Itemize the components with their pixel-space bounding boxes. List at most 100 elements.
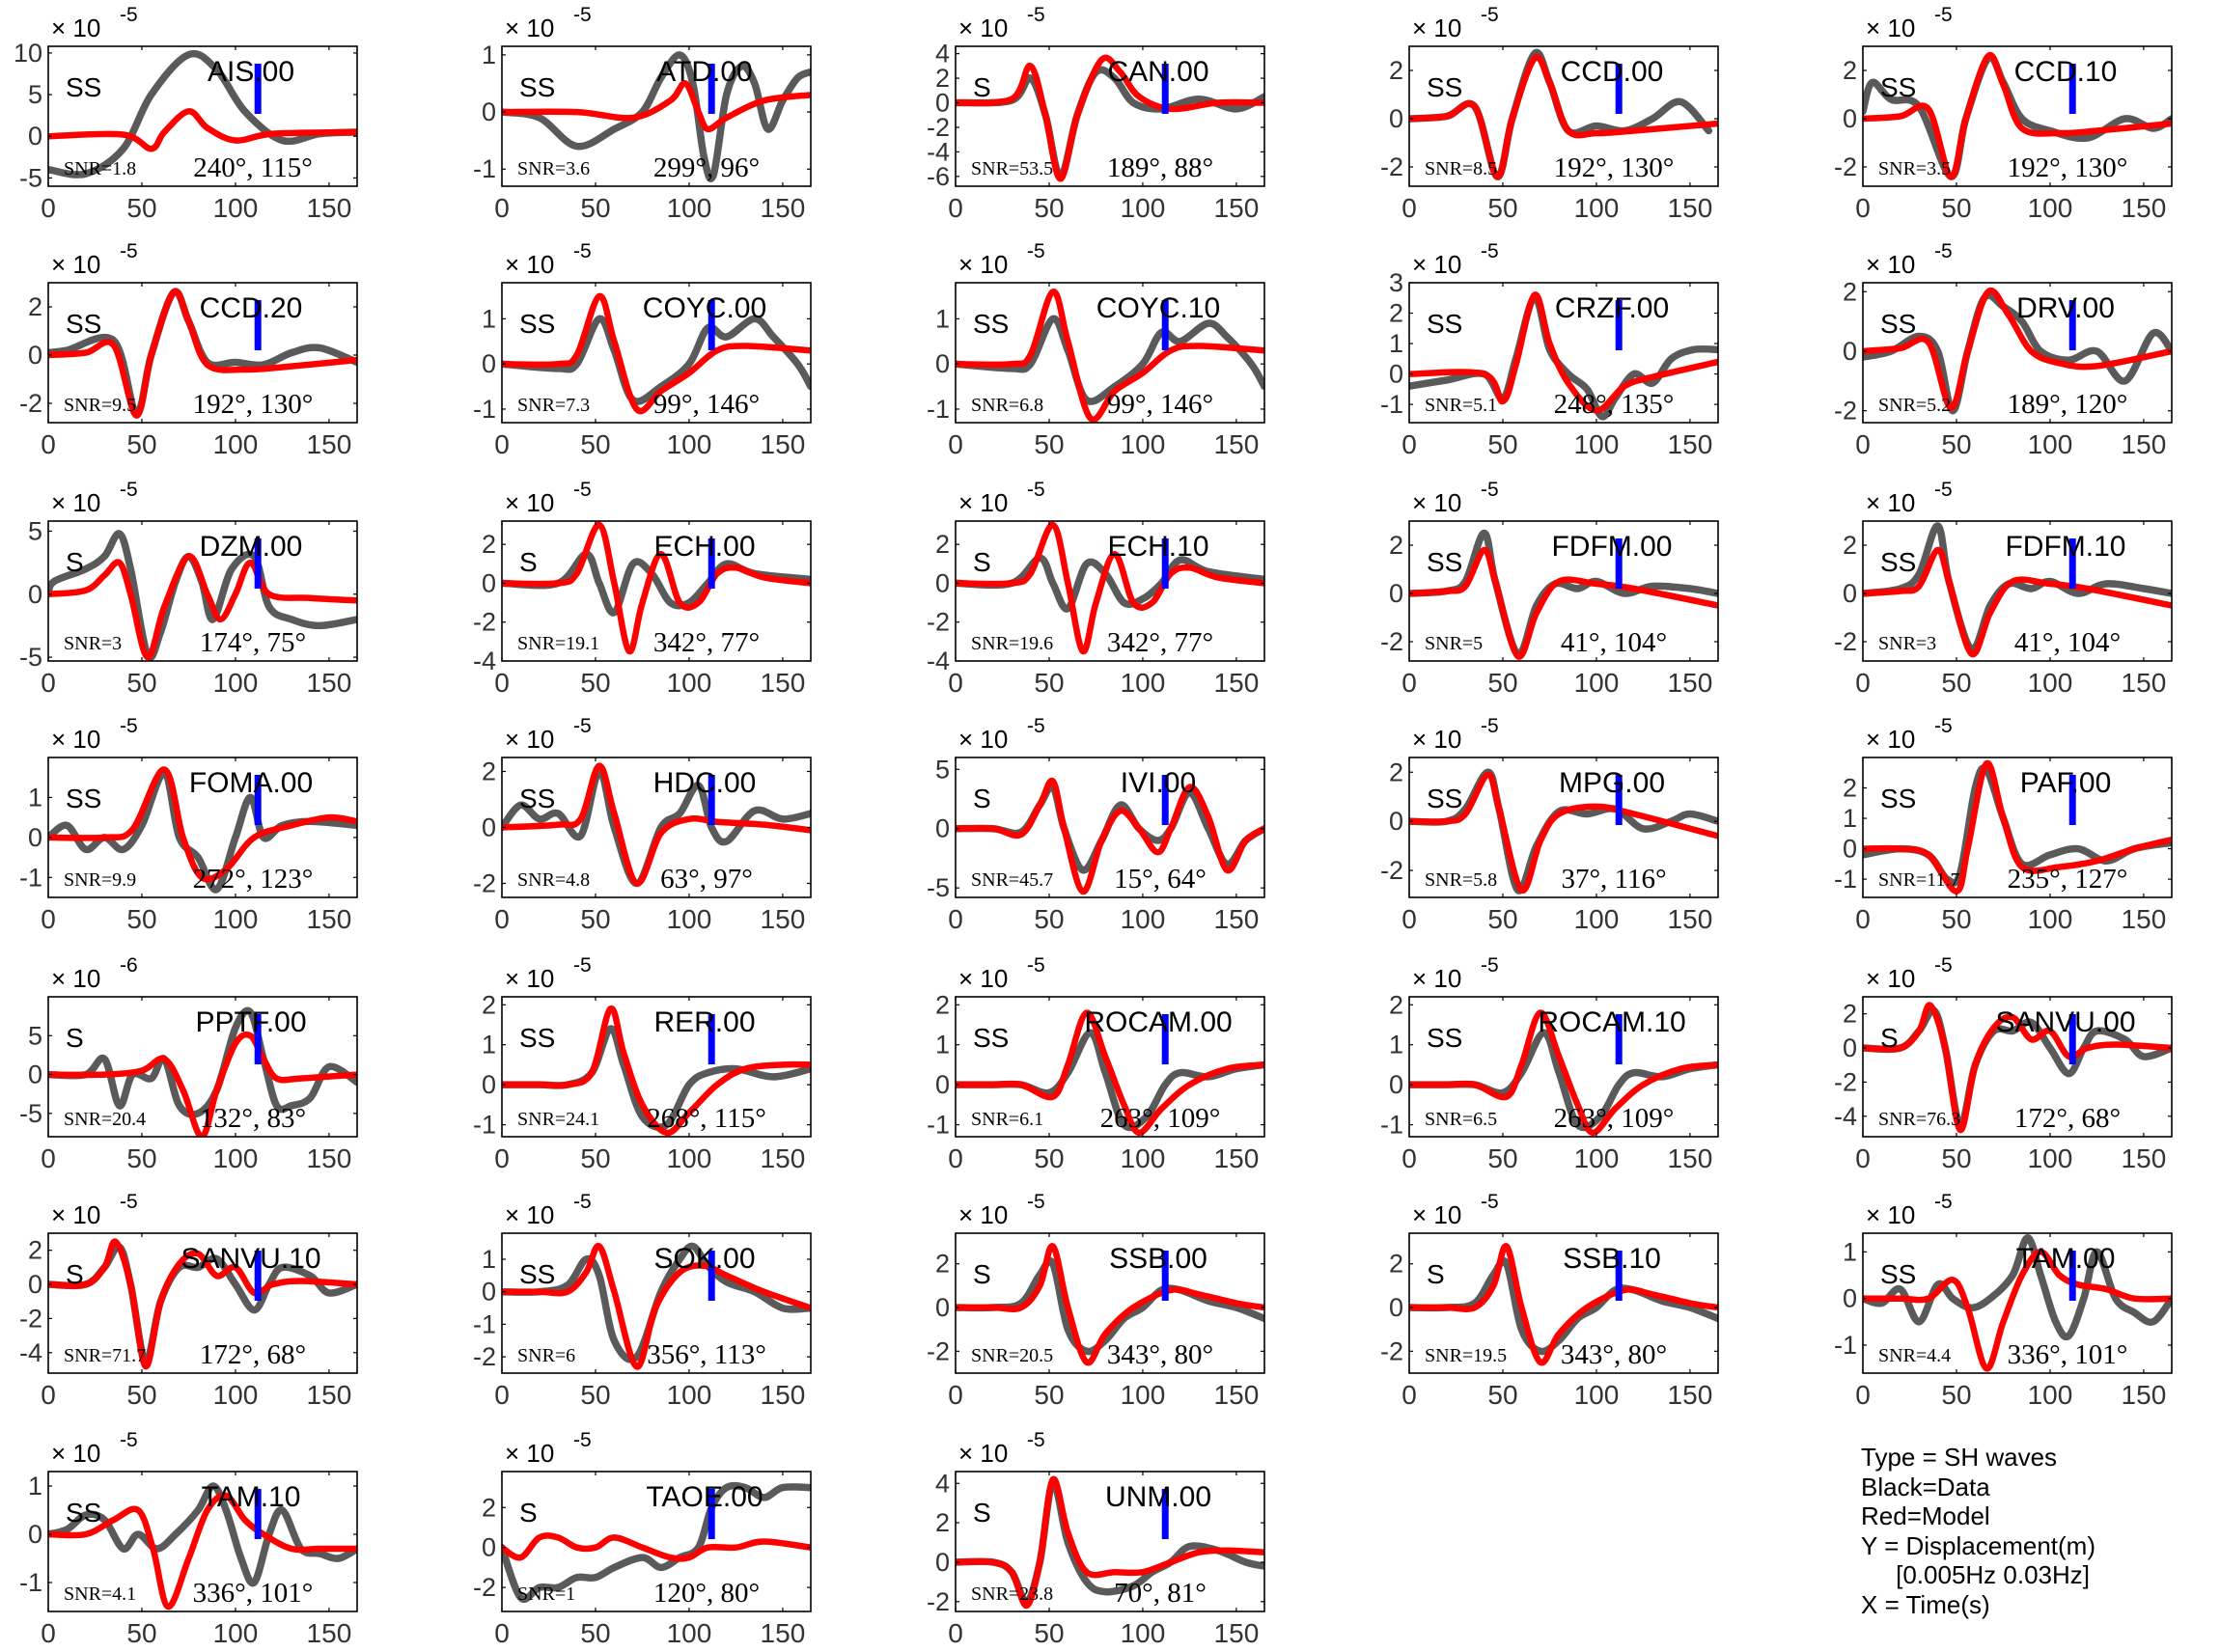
plot-area	[956, 1009, 1264, 1137]
angle-label: 41°, 104°	[1561, 627, 1667, 658]
x-tick-label: 150	[1214, 904, 1260, 934]
station-name: UNM.00	[1105, 1481, 1211, 1513]
exponent-power: -5	[1934, 479, 1953, 501]
station-name: PAF.00	[2020, 767, 2112, 799]
phase-label: S	[66, 547, 84, 577]
station-name: CCD.20	[200, 292, 303, 324]
exponent-label: × 10	[1412, 1200, 1461, 1229]
waveform-panel: 0 50 100 150 -2 0 2 × 10 -5 SS HDC.00 SNR=4.8 63°, 9…	[473, 715, 812, 934]
angle-label: 172°, 68°	[2014, 1103, 2121, 1134]
x-tick-label: 50	[126, 1143, 156, 1173]
x-tick-label: 0	[494, 193, 510, 223]
y-tick-label: 0	[1843, 1033, 1857, 1062]
x-tick-label: 150	[1668, 193, 1713, 223]
x-tick-label: 100	[1121, 668, 1166, 698]
exponent-power: -5	[1481, 240, 1499, 262]
y-tick-label: -1	[19, 1568, 42, 1597]
y-tick-label: 2	[935, 1508, 950, 1537]
exponent-label: × 10	[958, 725, 1008, 754]
station-name: FOMA.00	[189, 767, 313, 799]
exponent-power: -5	[573, 240, 592, 262]
phase-label: SS	[1880, 72, 1916, 102]
plot-area	[502, 521, 811, 655]
plot-area	[1863, 1234, 2172, 1372]
snr-label: SNR=9.5	[64, 395, 136, 416]
snr-label: SNR=4.1	[64, 1583, 136, 1605]
plot-area	[48, 1238, 357, 1370]
phase-label: SS	[973, 1023, 1009, 1053]
exponent-power: -5	[1934, 954, 1953, 977]
x-tick-label: 0	[948, 1618, 963, 1648]
exponent-power: -5	[573, 4, 592, 26]
y-tick-label: 2	[1389, 531, 1403, 560]
model-trace	[502, 762, 811, 887]
snr-label: SNR=71.7	[64, 1345, 146, 1366]
angle-label: 299°, 96°	[653, 152, 760, 183]
axes-frame	[955, 282, 1265, 424]
angle-label: 63°, 97°	[660, 864, 753, 895]
station-name: ECH.00	[653, 531, 755, 563]
exponent-label: × 10	[1866, 964, 1915, 993]
y-tick-label: 0	[28, 1060, 42, 1089]
plot-area	[502, 1242, 811, 1370]
x-tick-label: 50	[1034, 1143, 1064, 1173]
axes-frame	[47, 520, 358, 662]
exponent-label: × 10	[1866, 250, 1915, 279]
y-tick-label: 0	[1843, 104, 1857, 133]
x-tick-label: 100	[1121, 1380, 1166, 1410]
y-tick-label: 2	[28, 292, 42, 321]
phase-label: SS	[519, 1023, 555, 1053]
snr-label: SNR=3	[1878, 633, 1936, 654]
model-trace	[502, 521, 811, 655]
axes-frame	[955, 996, 1265, 1138]
station-name: DZM.00	[200, 531, 303, 563]
y-tick-label: -1	[19, 863, 42, 892]
phase-label: S	[519, 1498, 538, 1528]
y-tick-label: -2	[1380, 1336, 1403, 1365]
axes-frame	[955, 520, 1265, 662]
y-tick-label: 1	[935, 304, 950, 333]
x-tick-label: 100	[213, 904, 259, 934]
x-tick-label: 150	[307, 668, 352, 698]
x-tick-label: 50	[126, 1380, 156, 1410]
y-tick-label: -2	[927, 1336, 950, 1365]
angle-label: 192°, 130°	[1554, 152, 1675, 183]
y-tick-label: 2	[1843, 277, 1857, 306]
station-name: FDFM.10	[2005, 531, 2125, 563]
x-tick-label: 50	[580, 1618, 610, 1648]
y-tick-label: 1	[28, 783, 42, 812]
y-tick-label: -2	[927, 113, 950, 142]
model-trace	[48, 1031, 357, 1137]
y-tick-label: 1	[482, 41, 496, 69]
model-trace	[502, 292, 811, 415]
waveform-panel: 0 50 100 150 -1 0 1 × 10 -5 SS FOMA.00 SNR=9.9 272°,…	[19, 715, 358, 934]
exponent-label: × 10	[1412, 964, 1461, 993]
station-name: CRZF.00	[1555, 292, 1669, 324]
angle-label: 41°, 104°	[2014, 627, 2121, 658]
x-tick-label: 0	[41, 668, 56, 698]
angle-label: 132°, 83°	[200, 1103, 306, 1134]
station-name: TAM.10	[202, 1481, 301, 1513]
y-tick-label: 2	[28, 1236, 42, 1265]
y-tick-label: 0	[1843, 1284, 1857, 1313]
exponent-power: -5	[1027, 954, 1045, 977]
axes-frame	[1862, 757, 2173, 898]
station-name: ATD.00	[656, 56, 752, 88]
plot-area	[1409, 48, 1718, 180]
exponent-power: -5	[573, 1191, 592, 1213]
phase-label: S	[519, 547, 538, 577]
y-tick-label: 1	[1389, 329, 1403, 358]
axes-frame	[47, 1471, 358, 1612]
snr-label: SNR=7.3	[517, 395, 590, 416]
exponent-power: -5	[120, 715, 138, 737]
exponent-power: -5	[1934, 715, 1953, 737]
exponent-power: -5	[120, 1191, 138, 1213]
x-tick-label: 150	[2122, 1143, 2167, 1173]
y-tick-label: -1	[1834, 1331, 1857, 1360]
model-trace	[1409, 546, 1718, 660]
station-name: CAN.00	[1107, 56, 1208, 88]
x-tick-label: 50	[1034, 1380, 1064, 1410]
axes-frame	[501, 1471, 812, 1612]
